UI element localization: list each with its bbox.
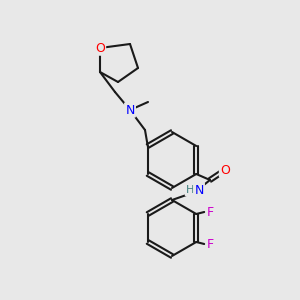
Text: F: F xyxy=(207,206,214,218)
Text: N: N xyxy=(194,184,204,196)
Text: O: O xyxy=(95,41,105,55)
Text: F: F xyxy=(207,238,214,250)
Text: H: H xyxy=(186,185,194,195)
Text: O: O xyxy=(220,164,230,176)
Text: N: N xyxy=(125,103,135,116)
